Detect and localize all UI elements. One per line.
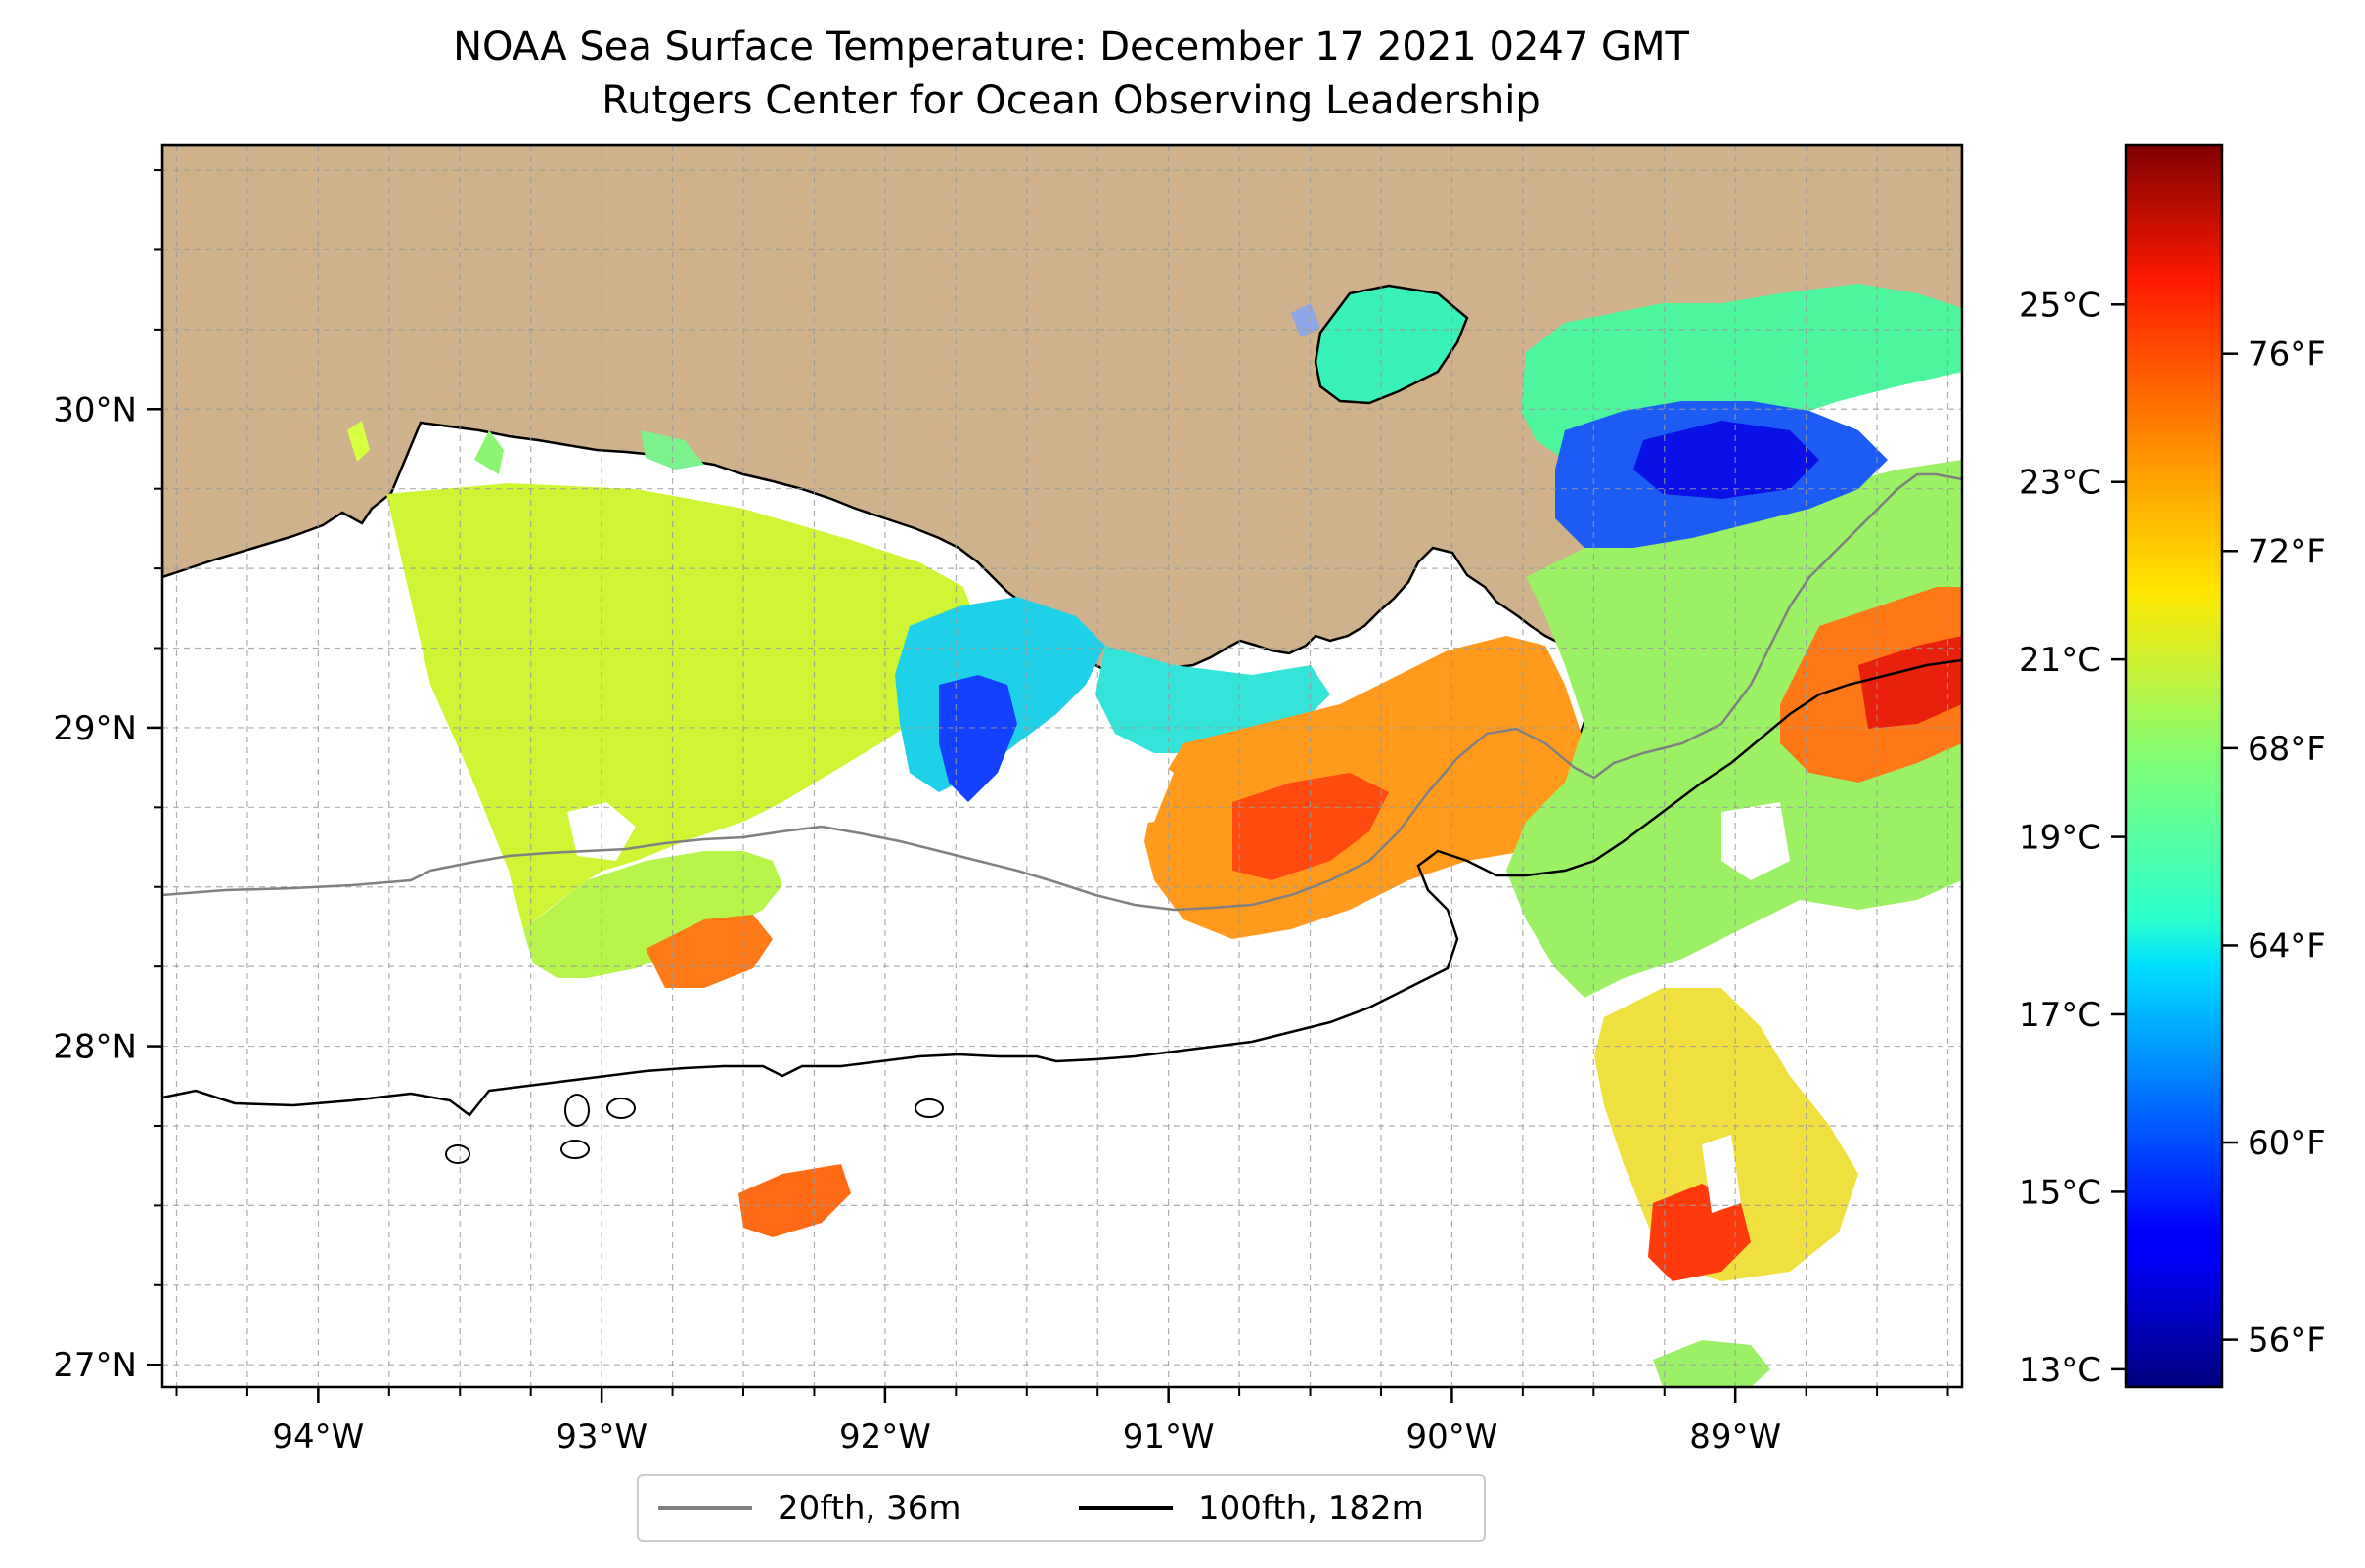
lon-tick-label: 93°W [556,1417,647,1456]
colorbar [2126,145,2222,1387]
map-title: NOAA Sea Surface Temperature: December 1… [453,24,1689,69]
sst-warm-band-southwest [523,851,782,978]
contour-20fth [162,472,1962,912]
fahrenheit-tick-label: 72°F [2248,532,2326,571]
celsius-tick-label: 17°C [2019,996,2101,1035]
legend: 20fth, 36m 100fth, 182m [637,1474,1486,1542]
colorbar-fahrenheit-axis: 56°F 60°F 64°F 68°F 72°F 76°F [2222,336,2326,1361]
fahrenheit-tick-label: 60°F [2248,1124,2326,1163]
lon-tick-label: 92°W [839,1417,931,1456]
legend-label: 100fth, 182m [1198,1488,1424,1528]
bank-outline [445,1144,470,1164]
fahrenheit-tick-label: 56°F [2248,1322,2326,1361]
lake-white [474,430,504,474]
sst-field [386,401,1962,1387]
legend-label: 20fth, 36m [778,1488,961,1528]
celsius-tick-label: 23°C [2019,464,2101,503]
celsius-tick-label: 13°C [2019,1351,2101,1390]
sst-cloud-gap-1 [567,802,636,861]
legend-item-100fth: 100fth, 182m [1079,1476,1424,1540]
contour-100fth [162,658,1962,1117]
longitude-axis: 94°W 93°W 92°W 91°W 90°W 89°W [175,1387,1949,1456]
lake-calcasieu [347,421,370,462]
gridlines [162,145,1962,1387]
celsius-tick-label: 15°C [2019,1173,2101,1212]
celsius-tick-label: 21°C [2019,641,2101,680]
sst-cloud-gap-4 [1702,1135,1741,1213]
lat-tick-label: 28°N [53,1028,137,1067]
lat-tick-label: 27°N [53,1346,137,1385]
legend-item-20fth: 20fth, 36m [658,1476,961,1540]
sst-cloud-gap-3 [1721,802,1790,880]
map-subtitle: Rutgers Center for Ocean Observing Leade… [602,78,1540,123]
sst-northeast-deep-cold [1633,421,1819,499]
seafloor-islands [445,1094,944,1164]
sst-cold-patch [939,675,1017,802]
lon-tick-label: 89°W [1689,1417,1781,1456]
legend-swatch-gray-line [658,1505,752,1510]
lon-tick-label: 94°W [272,1417,364,1456]
sst-cloud-gap-2 [1066,743,1174,831]
fahrenheit-tick-label: 76°F [2248,336,2326,375]
lat-tick-label: 29°N [53,709,137,748]
fahrenheit-tick-label: 64°F [2248,926,2326,965]
lon-tick-label: 90°W [1406,1417,1497,1456]
lake-pontchartrain [1314,284,1469,405]
sst-swath-west [386,483,978,929]
lon-tick-label: 91°W [1123,1417,1215,1456]
bank-outline [915,1098,944,1118]
legend-swatch-black-line [1079,1505,1173,1510]
sst-east-mixed [1506,460,1962,998]
colorbar-celsius-axis: 13°C 15°C 17°C 19°C 21°C 23°C 25°C [2019,286,2126,1390]
lat-tick-label: 30°N [53,390,137,429]
colorbar-frame [2124,143,2224,1389]
map-area [162,145,1962,1387]
latitude-axis: 27°N 28°N 29°N 30°N [53,169,162,1385]
lake-maurepas [1291,303,1320,337]
sst-far-south-patch [1653,1340,1770,1387]
map-frame [160,143,1964,1389]
sst-east-hot [1858,636,1962,729]
bank-outline [560,1140,590,1159]
bank-outline [564,1094,590,1127]
fahrenheit-tick-label: 68°F [2248,730,2326,769]
sst-west-warm-patch [646,915,773,988]
celsius-tick-label: 19°C [2019,819,2101,858]
celsius-tick-label: 25°C [2019,286,2101,325]
sst-south-warm-patch [738,1164,851,1237]
bank-outline [606,1098,636,1119]
